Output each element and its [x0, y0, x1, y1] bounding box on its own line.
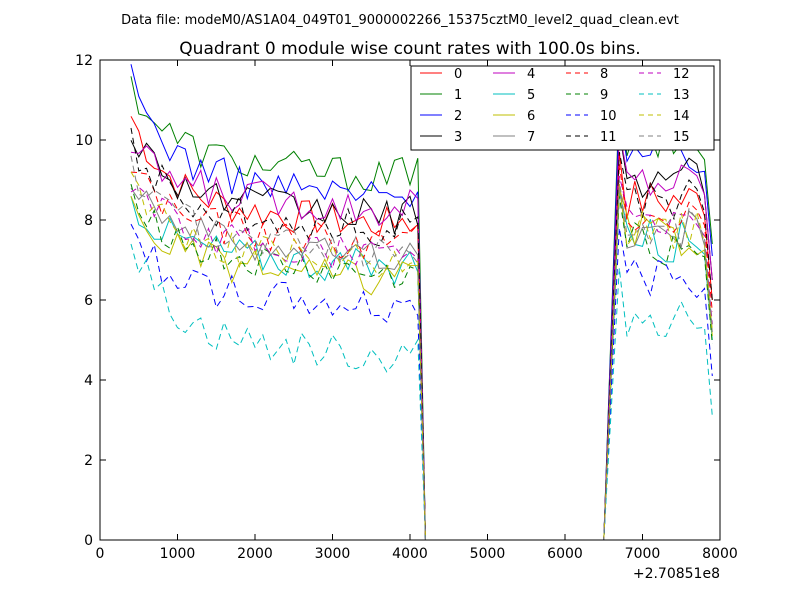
legend-label-10: 10 — [600, 109, 617, 124]
series-line-14 — [130, 171, 713, 541]
legend-label-8: 8 — [600, 67, 608, 82]
series-line-3 — [130, 131, 713, 541]
legend-label-3: 3 — [454, 130, 462, 145]
suptitle: Data file: modeM0/AS1A04_049T01_90000022… — [121, 13, 679, 28]
legend-label-12: 12 — [673, 67, 690, 82]
y-tick-label: 2 — [84, 453, 93, 469]
series-line-13 — [130, 243, 713, 541]
legend-label-14: 14 — [673, 109, 690, 124]
y-tick-label: 6 — [84, 293, 93, 309]
series-line-15 — [130, 155, 713, 541]
legend-label-6: 6 — [527, 109, 535, 124]
legend-label-7: 7 — [527, 130, 535, 145]
legend-label-4: 4 — [527, 67, 535, 82]
legend-label-2: 2 — [454, 109, 462, 124]
series-layer — [130, 64, 713, 541]
x-tick-label: 6000 — [547, 546, 583, 562]
y-tick-label: 0 — [84, 533, 93, 549]
legend-label-0: 0 — [454, 67, 462, 82]
ticks-layer: 0 1000 2000 3000 4000 5000 6000 7000 80000246810… — [75, 53, 738, 562]
x-tick-label: 8000 — [702, 546, 738, 562]
x-tick-label: 2000 — [237, 546, 273, 562]
y-tick-label: 4 — [84, 373, 93, 389]
x-offset-label: +2.70851e8 — [633, 566, 720, 582]
series-line-6 — [130, 187, 713, 541]
series-line-5 — [130, 191, 713, 541]
series-line-4 — [130, 131, 713, 541]
series-line-10 — [130, 223, 713, 541]
y-tick-label: 10 — [75, 133, 93, 149]
x-tick-label: 7000 — [625, 546, 661, 562]
x-tick-label: 1000 — [160, 546, 196, 562]
legend-label-11: 11 — [600, 130, 617, 145]
y-tick-label: 8 — [84, 213, 93, 229]
legend-label-9: 9 — [600, 88, 608, 103]
series-line-9 — [130, 183, 713, 541]
legend-label-15: 15 — [673, 130, 690, 145]
legend-label-13: 13 — [673, 88, 690, 103]
legend-label-1: 1 — [454, 88, 462, 103]
x-tick-label: 0 — [96, 546, 105, 562]
y-tick-label: 12 — [75, 53, 93, 69]
x-tick-label: 3000 — [315, 546, 351, 562]
series-line-2 — [130, 64, 713, 541]
legend-label-5: 5 — [527, 88, 535, 103]
x-tick-label: 4000 — [392, 546, 428, 562]
legend-box — [410, 65, 715, 151]
series-line-7 — [130, 183, 713, 541]
x-tick-label: 5000 — [470, 546, 506, 562]
chart-title: Quadrant 0 module wise count rates with … — [179, 39, 640, 59]
